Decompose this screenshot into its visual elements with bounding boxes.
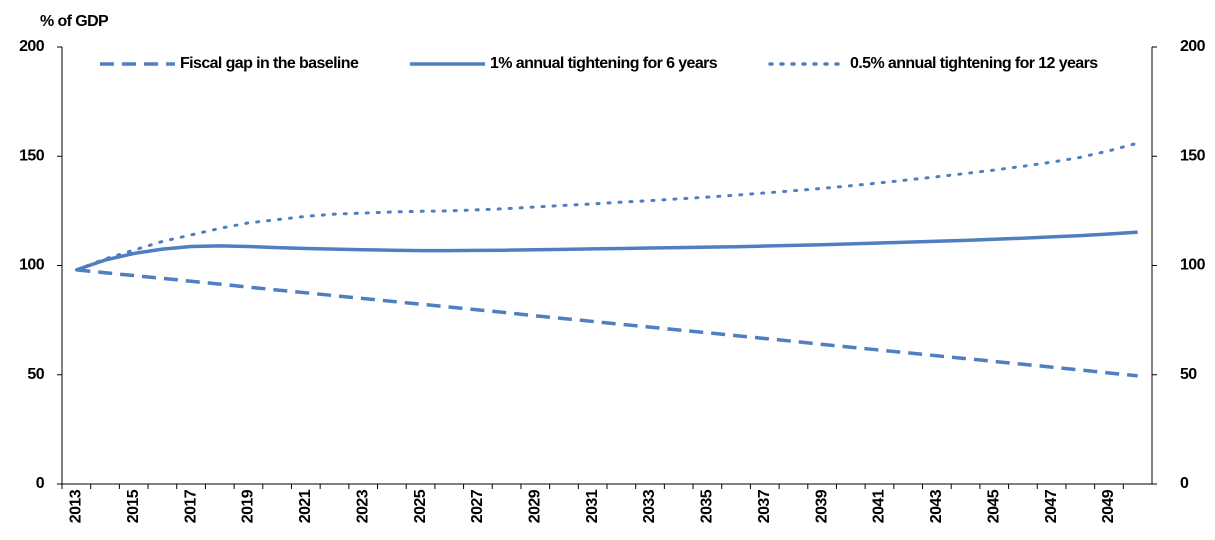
y2-tick-label: 50 — [1180, 366, 1197, 383]
y2-tick-label: 200 — [1180, 38, 1206, 55]
y-tick-label: 50 — [27, 366, 44, 383]
x-tick-label: 2039 — [813, 489, 830, 523]
x-tick-label: 2049 — [1100, 489, 1117, 523]
x-tick-label: 2019 — [240, 489, 257, 523]
y2-tick-label: 150 — [1180, 147, 1206, 164]
x-tick-label: 2033 — [641, 489, 658, 523]
x-tick-label: 2043 — [928, 489, 945, 523]
x-tick-label: 2041 — [871, 489, 888, 523]
y-tick-label: 200 — [19, 38, 45, 55]
x-tick-label: 2013 — [68, 489, 85, 523]
legend-label: Fiscal gap in the baseline — [180, 55, 359, 72]
x-tick-label: 2029 — [527, 489, 544, 523]
legend-label: 0.5% annual tightening for 12 years — [850, 55, 1098, 72]
x-tick-label: 2015 — [125, 489, 142, 523]
y-tick-label: 0 — [36, 475, 45, 492]
x-tick-label: 2037 — [756, 489, 773, 523]
y2-tick-label: 100 — [1180, 257, 1206, 274]
legend-label: 1% annual tightening for 6 years — [490, 55, 718, 72]
x-tick-label: 2017 — [182, 489, 199, 523]
x-tick-label: 2035 — [699, 489, 716, 523]
series-line — [76, 268, 1138, 378]
x-tick-label: 2045 — [985, 489, 1002, 523]
series-line — [75, 230, 1138, 272]
y-tick-label: 100 — [19, 257, 45, 274]
y-axis-label: % of GDP — [40, 13, 109, 30]
x-tick-label: 2031 — [584, 489, 601, 523]
x-tick-label: 2021 — [297, 489, 314, 523]
x-tick-label: 2025 — [412, 489, 429, 523]
y2-tick-label: 0 — [1180, 475, 1189, 492]
x-tick-label: 2023 — [354, 489, 371, 523]
x-tick-label: 2027 — [469, 489, 486, 523]
y-tick-label: 150 — [19, 147, 45, 164]
x-tick-label: 2047 — [1043, 489, 1060, 523]
series-line — [74, 141, 1140, 272]
